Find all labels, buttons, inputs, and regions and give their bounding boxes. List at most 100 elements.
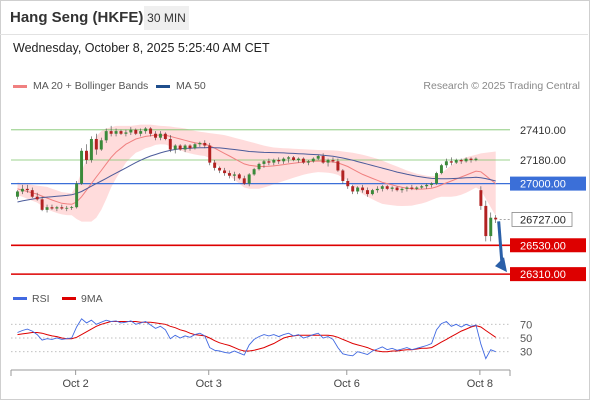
legend-ma20-bollinger: MA 20 + Bollinger Bands — [13, 80, 148, 92]
forecast-arrow — [495, 221, 507, 273]
candle-body — [45, 207, 49, 210]
candle — [484, 200, 488, 242]
candle-body — [316, 156, 320, 159]
candle-body — [109, 131, 113, 134]
candle — [479, 186, 483, 210]
candle — [198, 141, 202, 147]
candle-body — [464, 158, 468, 162]
candle-body — [420, 186, 424, 188]
candle-body — [129, 129, 133, 133]
rsi-panel: 70 50 30 RSI 9MA — [11, 293, 532, 360]
candle — [85, 144, 88, 164]
time-axis: Oct 2 Oct 3 Oct 6 Oct 8 — [10, 369, 511, 390]
candle — [405, 186, 409, 192]
legend-swatch-rsi — [13, 297, 27, 300]
candle-body — [80, 150, 84, 184]
price-level-label: 26310.00 — [520, 269, 566, 281]
candle — [242, 175, 246, 185]
candle-body — [50, 207, 54, 209]
price-level-label: 27000.00 — [520, 179, 566, 191]
research-credit: Research © 2025 Trading Central — [423, 80, 580, 92]
candle — [193, 142, 197, 150]
candle — [124, 129, 128, 137]
candle-body — [489, 217, 493, 237]
candle — [385, 184, 389, 191]
candle-body — [144, 128, 148, 132]
candle — [129, 127, 133, 136]
candle-body — [119, 131, 123, 134]
candle-body — [469, 158, 473, 160]
candle-body — [173, 145, 177, 150]
candle-body — [301, 158, 305, 163]
candle-body — [439, 165, 443, 174]
candle — [94, 133, 98, 155]
candle-body — [163, 133, 167, 139]
candle — [232, 171, 236, 181]
candle — [464, 157, 468, 163]
candle-body — [262, 161, 266, 164]
candle — [321, 153, 325, 164]
candle-body — [158, 133, 162, 138]
candle-body — [267, 161, 271, 163]
candle — [272, 158, 276, 166]
candle — [375, 186, 379, 193]
candle-body — [30, 190, 34, 197]
rsi-ma-line — [17, 321, 496, 353]
candle-body — [257, 163, 261, 170]
chart-timestamp: Wednesday, October 8, 2025 5:25:40 AM CE… — [13, 41, 270, 55]
forecast-arrow-head — [495, 257, 507, 273]
candle-body — [20, 188, 24, 192]
candle-body — [198, 142, 202, 145]
candle — [139, 128, 143, 137]
timeframe-button[interactable]: 30 MIN — [144, 6, 189, 30]
candle-body — [94, 138, 98, 150]
time-axis-label: Oct 3 — [196, 378, 222, 390]
candle — [326, 158, 330, 167]
candle — [40, 196, 44, 212]
rsi-level-label: 50 — [520, 333, 532, 345]
candle-body — [346, 180, 350, 187]
candle — [109, 125, 113, 137]
candle-body — [331, 159, 335, 162]
candle-body — [341, 170, 345, 181]
candle-body — [494, 217, 498, 220]
candle-body — [65, 207, 69, 209]
candle — [459, 158, 463, 164]
candle — [178, 144, 182, 151]
instrument-title: Hang Seng (HKFE) — [10, 9, 144, 26]
candle — [80, 148, 84, 185]
candle-body — [70, 207, 74, 209]
candle — [203, 140, 207, 149]
candle-body — [154, 133, 157, 138]
candle-body — [296, 158, 300, 160]
candle — [267, 158, 271, 166]
candle-body — [375, 188, 379, 191]
candle-body — [247, 174, 251, 184]
candle — [173, 144, 177, 154]
candle-body — [85, 150, 88, 160]
candle-body — [454, 159, 458, 163]
candle — [439, 163, 443, 175]
candle — [351, 184, 355, 195]
bollinger-band-area — [17, 124, 496, 222]
candle-body — [410, 187, 414, 189]
candle-body — [425, 184, 429, 187]
candle-body — [139, 131, 143, 134]
candle — [218, 166, 222, 174]
candle — [361, 184, 365, 193]
candle-body — [208, 145, 212, 163]
candle — [247, 173, 251, 187]
candle — [208, 142, 212, 166]
candle — [287, 156, 291, 163]
candle — [341, 169, 345, 184]
candle — [262, 159, 266, 168]
candle — [99, 137, 103, 151]
candle — [55, 205, 59, 212]
candle-body — [55, 207, 59, 209]
candle-body — [223, 170, 227, 174]
forecast-arrow-shaft — [497, 221, 504, 265]
candle-body — [366, 190, 369, 195]
candle — [494, 215, 498, 223]
moving-averages — [17, 134, 497, 205]
candle — [223, 167, 227, 176]
